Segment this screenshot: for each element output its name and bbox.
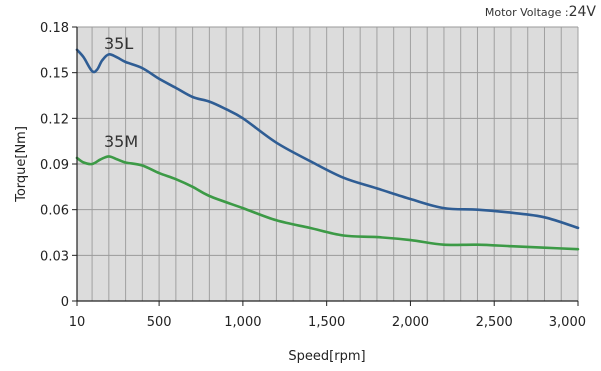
y-tick-label: 0 [61, 295, 69, 310]
y-tick-label: 0.18 [40, 21, 69, 36]
y-tick-label: 0.06 [40, 204, 69, 219]
y-tick-label: 0.09 [40, 158, 69, 173]
series-label-35l: 35L [104, 34, 133, 53]
motor-voltage-value: 24V [569, 4, 597, 20]
x-axis-ticks: 10 500 1,000 1,500 2,000 2,500 3,000 [69, 301, 586, 330]
y-axis-title: Torque[Nm] [14, 126, 29, 203]
series-label-35m: 35M [104, 132, 138, 151]
y-tick-label: 0.15 [40, 67, 69, 82]
series-line-35l [75, 48, 580, 230]
y-tick-label: 0.12 [40, 112, 69, 127]
series-line-35m [75, 155, 580, 251]
motor-voltage-note: Motor Voltage :24V [485, 4, 597, 20]
x-tick-label: 10 [69, 315, 86, 330]
y-axis-ticks: 0 0.03 0.06 0.09 0.12 0.15 0.18 [40, 21, 77, 310]
x-axis-title: Speed[rpm] [288, 349, 365, 364]
x-tick-label: 500 [147, 315, 172, 330]
x-tick-label: 2,000 [392, 315, 429, 330]
motor-voltage-label: Motor Voltage : [485, 6, 569, 19]
x-tick-label: 1,500 [308, 315, 345, 330]
series-group [75, 48, 580, 251]
x-tick-label: 1,000 [224, 315, 261, 330]
grid [77, 26, 579, 301]
x-tick-label: 3,000 [549, 315, 586, 330]
y-tick-label: 0.03 [40, 249, 69, 264]
x-tick-label: 2,500 [476, 315, 513, 330]
